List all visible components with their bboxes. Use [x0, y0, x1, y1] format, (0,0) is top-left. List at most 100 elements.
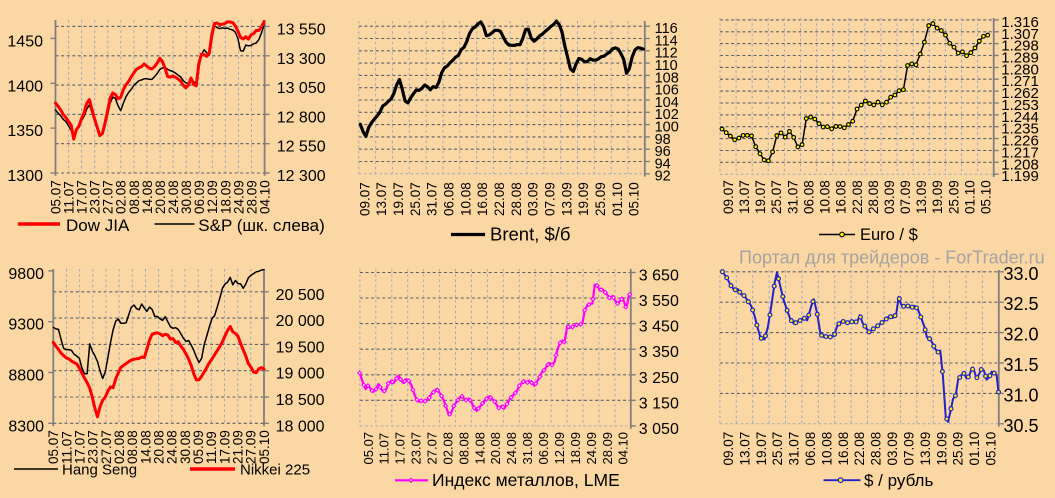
svg-text:03.09: 03.09 — [885, 432, 900, 466]
svg-text:23.07: 23.07 — [86, 430, 101, 464]
svg-text:20 500: 20 500 — [276, 287, 325, 304]
svg-text:22.08: 22.08 — [850, 180, 865, 214]
svg-text:16.08: 16.08 — [834, 180, 849, 214]
svg-text:11.07: 11.07 — [377, 433, 392, 465]
svg-text:96: 96 — [655, 144, 671, 160]
svg-text:31.07: 31.07 — [785, 180, 800, 214]
svg-text:06.08: 06.08 — [442, 182, 457, 216]
svg-text:1450: 1450 — [7, 33, 43, 50]
svg-text:30.08: 30.08 — [179, 180, 194, 214]
svg-text:9300: 9300 — [8, 317, 44, 334]
svg-text:Hang Seng: Hang Seng — [62, 462, 137, 479]
svg-text:05.07: 05.07 — [46, 430, 61, 464]
svg-text:Euro / $: Euro / $ — [860, 226, 918, 244]
svg-text:06.09: 06.09 — [536, 432, 551, 465]
svg-text:3 450: 3 450 — [639, 319, 679, 336]
svg-text:13.09: 13.09 — [918, 432, 933, 466]
svg-text:28.08: 28.08 — [869, 432, 884, 466]
svg-text:Dow JIA: Dow JIA — [66, 216, 130, 235]
svg-text:31.08: 31.08 — [520, 432, 535, 465]
svg-text:102: 102 — [655, 107, 679, 123]
svg-text:Nikkei 225: Nikkei 225 — [240, 462, 310, 479]
svg-text:14.08: 14.08 — [140, 180, 155, 214]
svg-text:12 800: 12 800 — [277, 109, 326, 126]
svg-text:17.09: 17.09 — [217, 430, 232, 464]
svg-text:19.07: 19.07 — [391, 182, 406, 216]
svg-text:31.07: 31.07 — [787, 432, 802, 466]
svg-text:27.07: 27.07 — [99, 430, 114, 464]
svg-text:09.07: 09.07 — [721, 432, 736, 466]
svg-text:16.08: 16.08 — [836, 432, 851, 466]
svg-text:24.09: 24.09 — [584, 432, 599, 465]
svg-text:07.09: 07.09 — [898, 180, 913, 214]
svg-text:1350: 1350 — [7, 123, 43, 140]
svg-text:1.235: 1.235 — [1001, 121, 1039, 138]
svg-text:18 500: 18 500 — [276, 392, 325, 409]
svg-text:06.09: 06.09 — [192, 180, 207, 214]
svg-text:11.07: 11.07 — [59, 431, 74, 464]
svg-text:04.10: 04.10 — [258, 180, 273, 214]
svg-text:24.08: 24.08 — [165, 430, 180, 464]
svg-text:10.08: 10.08 — [819, 432, 834, 466]
svg-text:1.217: 1.217 — [1001, 145, 1039, 162]
svg-text:33.0: 33.0 — [1004, 264, 1039, 284]
svg-text:08.08: 08.08 — [127, 180, 142, 214]
svg-text:13 550: 13 550 — [277, 21, 326, 38]
svg-text:3 150: 3 150 — [639, 395, 679, 412]
svg-text:1.307: 1.307 — [1001, 26, 1039, 43]
svg-text:20.08: 20.08 — [152, 430, 167, 464]
svg-text:01.10: 01.10 — [610, 182, 625, 216]
svg-text:05.07: 05.07 — [48, 180, 63, 214]
svg-text:Портал для трейдеров - ForTrad: Портал для трейдеров - ForTrader.ru — [739, 248, 1045, 268]
svg-text:16.08: 16.08 — [475, 182, 490, 216]
svg-text:23.07: 23.07 — [88, 180, 103, 214]
svg-text:18.09: 18.09 — [568, 432, 583, 465]
svg-text:1.244: 1.244 — [1001, 109, 1039, 126]
svg-text:30.5: 30.5 — [1004, 416, 1039, 436]
svg-text:13 050: 13 050 — [277, 80, 326, 97]
svg-text:112: 112 — [655, 46, 678, 62]
svg-text:3 550: 3 550 — [639, 293, 679, 310]
svg-text:24.09: 24.09 — [231, 180, 246, 214]
svg-text:100: 100 — [655, 120, 679, 136]
svg-text:02.08: 02.08 — [440, 432, 455, 465]
svg-text:12.09: 12.09 — [205, 180, 220, 214]
svg-text:13 300: 13 300 — [277, 51, 326, 68]
svg-text:1.199: 1.199 — [1001, 168, 1039, 185]
svg-text:22.08: 22.08 — [492, 182, 507, 216]
svg-text:31.5: 31.5 — [1004, 355, 1039, 375]
svg-text:13.07: 13.07 — [374, 182, 389, 216]
svg-text:21.09: 21.09 — [231, 430, 246, 464]
svg-text:31.0: 31.0 — [1004, 385, 1039, 405]
svg-text:27.07: 27.07 — [101, 180, 116, 214]
svg-text:28.09: 28.09 — [244, 180, 259, 214]
svg-text:19 500: 19 500 — [276, 339, 325, 356]
svg-text:1.253: 1.253 — [1001, 97, 1039, 114]
svg-text:02.08: 02.08 — [114, 180, 129, 214]
svg-text:06.08: 06.08 — [802, 180, 817, 214]
svg-text:116: 116 — [655, 21, 678, 37]
svg-text:13.07: 13.07 — [737, 180, 752, 214]
svg-text:20 000: 20 000 — [276, 313, 325, 330]
svg-text:1.280: 1.280 — [1001, 61, 1039, 78]
svg-text:1.298: 1.298 — [1001, 38, 1039, 55]
svg-text:20.08: 20.08 — [488, 432, 503, 465]
svg-text:09.07: 09.07 — [357, 182, 372, 216]
svg-text:04.10: 04.10 — [616, 432, 631, 465]
svg-text:01.10: 01.10 — [967, 432, 982, 466]
svg-text:1.226: 1.226 — [1001, 133, 1039, 150]
svg-text:1300: 1300 — [7, 168, 43, 185]
svg-text:19.09: 19.09 — [930, 180, 945, 214]
svg-text:08.08: 08.08 — [456, 432, 471, 465]
svg-text:30.08: 30.08 — [178, 430, 193, 464]
svg-text:1.208: 1.208 — [1001, 156, 1039, 173]
svg-text:114: 114 — [655, 33, 678, 49]
svg-text:20.08: 20.08 — [153, 180, 168, 214]
svg-text:11.09: 11.09 — [204, 431, 219, 464]
svg-text:110: 110 — [655, 58, 678, 74]
svg-text:3 250: 3 250 — [639, 370, 679, 387]
svg-text:94: 94 — [655, 156, 671, 172]
svg-text:S&P (шк. слева): S&P (шк. слева) — [198, 216, 324, 235]
svg-text:28.08: 28.08 — [866, 180, 881, 214]
svg-text:08.08: 08.08 — [125, 430, 140, 464]
